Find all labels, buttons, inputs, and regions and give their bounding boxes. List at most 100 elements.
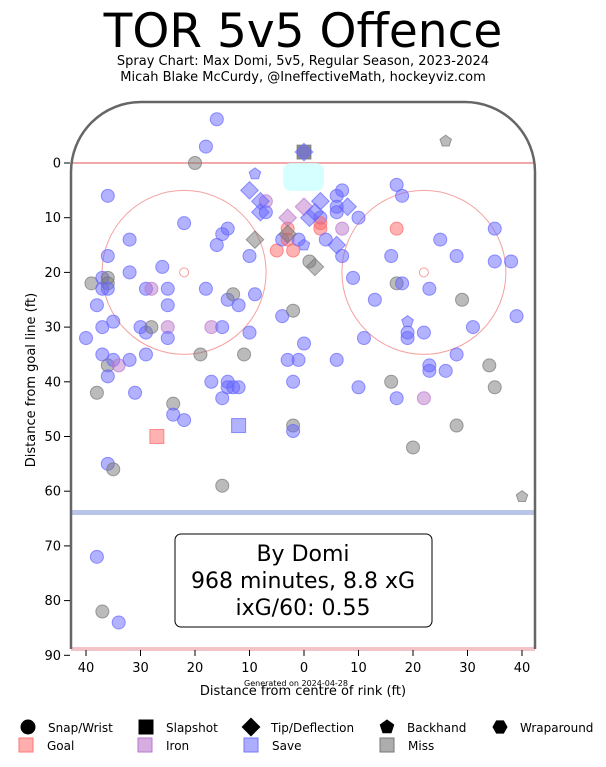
shot-point-save: [122, 352, 137, 367]
shot-point-save: [416, 325, 431, 340]
legend-marker-pentagon: [379, 719, 395, 734]
shot-point-save: [242, 325, 257, 340]
shot-point-save: [204, 374, 219, 389]
legend-swatch-iron: [137, 737, 153, 753]
x-tick-label: 20: [405, 661, 422, 676]
shot-point-save: [247, 287, 262, 302]
shot-point-save: [395, 188, 410, 203]
shot-point-save: [250, 202, 270, 222]
shot-point-save: [438, 363, 453, 378]
shot-point-goal: [269, 243, 284, 258]
shot-point-save: [215, 320, 230, 335]
shot-point-save: [367, 292, 382, 307]
y-tick-label: 50: [44, 430, 61, 445]
shot-point-save: [242, 248, 257, 263]
y-tick-label: 70: [44, 539, 61, 554]
shot-point-save: [177, 216, 192, 231]
legend-label: Backhand: [407, 721, 466, 735]
shot-point-save: [128, 385, 143, 400]
shot-point-save: [286, 374, 301, 389]
shot-point-save: [356, 331, 371, 346]
x-tick-label: 40: [514, 661, 531, 676]
x-tick-label: 40: [78, 661, 95, 676]
shot-point-save: [111, 615, 126, 630]
shot-point-goal: [389, 221, 404, 236]
shot-point-save: [389, 177, 404, 192]
x-tick-label: 20: [187, 661, 204, 676]
shot-point-save: [327, 235, 347, 255]
shot-point-iron: [111, 358, 126, 373]
shot-point-save: [487, 221, 502, 236]
shot-point-save: [209, 238, 224, 253]
shot-point-iron: [144, 281, 159, 296]
legend-swatch-save: [243, 737, 259, 753]
shot-point-save: [400, 331, 415, 346]
shot-point-save: [286, 424, 301, 439]
y-tick-label: 80: [44, 594, 61, 609]
shot-point-save: [297, 336, 311, 351]
shot-point-miss: [487, 380, 502, 395]
shot-point-save: [89, 549, 104, 564]
shot-point-miss: [406, 440, 420, 455]
faceoff-dot-right: [418, 267, 429, 278]
shot-point-save: [384, 248, 399, 263]
shot-point-save: [160, 281, 175, 296]
generated-note: Generated on 2024-04-28: [244, 679, 348, 688]
y-axis-label: Distance from goal line (ft): [24, 293, 39, 467]
x-tick-label: 30: [132, 661, 149, 676]
legend-label: Wraparound: [520, 721, 593, 735]
axes: 0 10 20 30 40 50 60 70 80 90 40 30 20 10 0 10 20 30 40 Dist…: [24, 157, 530, 700]
legend-label: Miss: [408, 739, 434, 753]
shot-point-save: [220, 221, 235, 236]
shot-point-save: [100, 369, 115, 384]
shot-point-save: [166, 407, 181, 422]
x-tick-label: 10: [241, 661, 258, 676]
shot-point-miss: [439, 134, 452, 147]
shot-points: [79, 112, 529, 630]
shot-point-save: [335, 248, 350, 263]
shot-point-save: [275, 309, 290, 324]
faceoff-circle-right: [341, 189, 507, 355]
shot-point-save: [422, 281, 437, 296]
shot-point-miss: [455, 292, 470, 307]
legend-label: Slapshot: [166, 721, 218, 735]
shot-point-miss: [226, 287, 241, 302]
shot-point-save: [231, 298, 246, 313]
shot-point-miss: [286, 303, 301, 318]
goal-crease: [283, 163, 324, 191]
chart-subtitle-line-2: Micah Blake McCurdy, @IneffectiveMath, h…: [120, 70, 486, 85]
shot-point-save: [177, 413, 192, 428]
blue-line: [71, 510, 535, 515]
shot-point-save: [449, 248, 464, 263]
legend-marker-square: [138, 719, 154, 735]
x-axis-label: Distance from centre of rink (ft): [200, 684, 406, 699]
shot-point-miss: [95, 604, 110, 619]
summary-box-frame: [174, 533, 433, 628]
shot-point-save: [106, 314, 121, 329]
shot-point-save: [487, 254, 502, 269]
shot-point-save: [248, 167, 262, 180]
x-tick-label: 30: [459, 661, 476, 676]
shot-point-save: [504, 254, 519, 269]
legend-swatch-miss: [379, 737, 395, 753]
shot-point-save: [160, 331, 175, 346]
shot-point-save: [351, 380, 366, 395]
shot-point-save: [465, 320, 480, 335]
chart-subtitle-line-1: Spray Chart: Max Domi, 5v5, Regular Seas…: [116, 54, 490, 69]
shot-point-save: [294, 142, 314, 162]
shot-point-save: [95, 347, 110, 362]
summary-line-3: ixG/60: 0.55: [236, 596, 371, 621]
shot-point-miss: [84, 276, 99, 291]
shot-point-save: [215, 391, 230, 406]
shot-point-save: [138, 347, 153, 362]
shot-point-save: [449, 347, 464, 362]
shot-point-miss: [144, 320, 159, 335]
legend-label: Snap/Wrist: [48, 721, 113, 735]
shot-point-miss: [515, 490, 529, 502]
shot-point-save: [79, 331, 93, 346]
legend-swatch-goal: [18, 737, 34, 753]
shot-point-save: [335, 183, 350, 198]
shot-point-save: [291, 352, 306, 367]
chart-title: TOR 5v5 Offence: [103, 4, 503, 59]
